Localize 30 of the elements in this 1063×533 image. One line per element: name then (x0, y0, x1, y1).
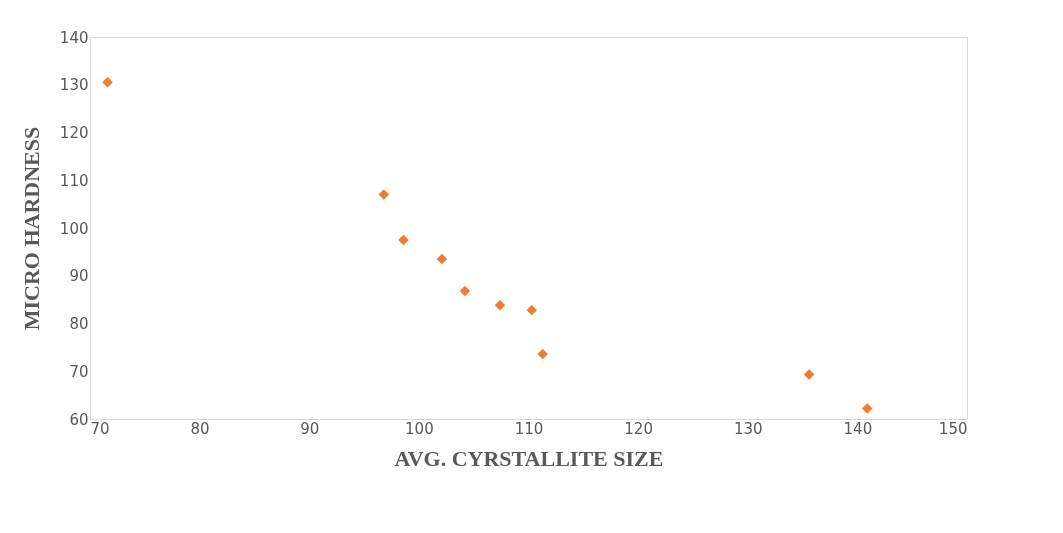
y-tick-label: 60 (69, 410, 89, 429)
y-tick-label: 90 (69, 267, 89, 286)
x-axis-title: AVG. CYRSTALLITE SIZE (394, 445, 664, 471)
point (436, 253, 448, 265)
point (537, 348, 548, 360)
x-tick-label: 150 (938, 419, 968, 438)
y-tick-label: 110 (59, 171, 89, 190)
point (378, 189, 390, 200)
y-axis-title: MICRO HARDNESS (18, 126, 44, 331)
point (459, 285, 471, 297)
x-tick-label: 140 (843, 419, 873, 438)
point (398, 234, 409, 246)
x-tick-label: 90 (300, 419, 320, 438)
x-tick-label: 120 (624, 419, 653, 438)
y-tick-label: 80 (69, 315, 89, 333)
x-tick-label: 70 (90, 419, 110, 438)
y-tick-label: 130 (59, 76, 89, 95)
y-tick-label: 140 (59, 28, 89, 47)
x-tick-label: 110 (514, 419, 544, 438)
point (102, 77, 113, 88)
point (526, 304, 538, 316)
x-tick-label: 100 (405, 419, 434, 438)
point (803, 369, 815, 380)
point (862, 403, 873, 414)
y-tick-label: 70 (69, 362, 89, 381)
point (494, 300, 506, 311)
y-tick-label: 120 (59, 124, 89, 142)
y-tick-label: 100 (59, 219, 89, 238)
x-tick-label: 130 (733, 419, 763, 438)
x-tick-label: 80 (190, 419, 210, 438)
